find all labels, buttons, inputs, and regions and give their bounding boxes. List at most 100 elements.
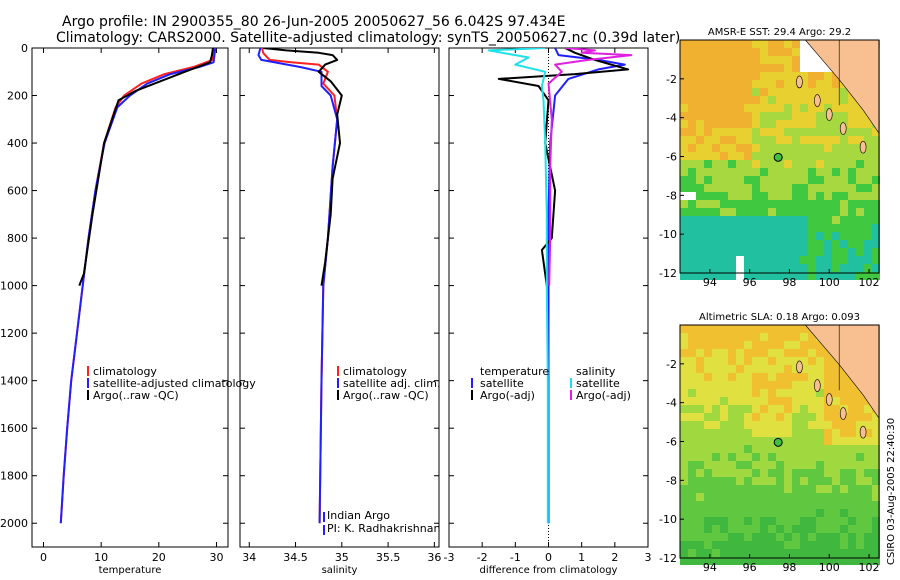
heatmap-cell xyxy=(800,469,808,477)
heatmap-cell xyxy=(776,112,784,120)
heatmap-cell xyxy=(816,152,824,160)
series-group xyxy=(257,48,343,524)
heatmap-cell xyxy=(816,357,824,365)
heatmap-cell xyxy=(712,381,720,389)
heatmap-cell xyxy=(840,509,848,517)
heatmap-cell xyxy=(728,272,736,280)
heatmap-cell xyxy=(872,493,880,501)
heatmap-cell xyxy=(800,541,808,549)
heatmap-cell xyxy=(768,493,776,501)
heatmap-cell xyxy=(696,192,704,200)
heatmap-cell xyxy=(848,176,856,184)
heatmap-cell xyxy=(864,240,872,248)
heatmap-cell xyxy=(872,485,880,493)
heatmap-cell xyxy=(688,429,696,437)
heatmap-cell xyxy=(840,421,848,429)
heatmap-cell xyxy=(848,160,856,168)
heatmap-cell xyxy=(728,421,736,429)
heatmap-cell xyxy=(720,160,728,168)
heatmap-cell xyxy=(800,501,808,509)
heatmap-cell xyxy=(720,333,728,341)
heatmap-cell xyxy=(840,485,848,493)
heatmap-cell xyxy=(808,72,816,80)
heatmap-cell xyxy=(784,421,792,429)
heatmap-cell xyxy=(824,533,832,541)
heatmap-cell xyxy=(688,240,696,248)
heatmap-cell xyxy=(744,216,752,224)
heatmap-cell xyxy=(792,525,800,533)
heatmap-cell xyxy=(776,549,784,557)
heatmap-cell xyxy=(856,192,864,200)
heatmap-cell xyxy=(840,549,848,557)
heatmap-cell xyxy=(720,533,728,541)
heatmap-cell xyxy=(768,128,776,136)
heatmap-cell xyxy=(808,373,816,381)
series-line-difference-3 xyxy=(547,48,633,286)
heatmap-cell xyxy=(792,533,800,541)
heatmap-cell xyxy=(808,224,816,232)
heatmap-cell xyxy=(760,333,768,341)
heatmap-cell xyxy=(728,453,736,461)
heatmap-cell xyxy=(680,160,688,168)
heatmap-cell xyxy=(680,485,688,493)
heatmap-cell xyxy=(760,200,768,208)
heatmap-cell xyxy=(752,477,760,485)
heatmap-cell xyxy=(760,453,768,461)
heatmap-cell xyxy=(864,264,872,272)
heatmap-cell xyxy=(848,112,856,120)
heatmap-cell xyxy=(696,541,704,549)
heatmap-cell xyxy=(728,240,736,248)
heatmap-cell xyxy=(784,429,792,437)
heatmap-cell xyxy=(712,357,720,365)
heatmap-cell xyxy=(808,48,816,56)
heatmap-cell xyxy=(864,192,872,200)
heatmap-cell xyxy=(736,72,744,80)
heatmap-cell xyxy=(712,413,720,421)
heatmap-cell xyxy=(736,232,744,240)
heatmap-cell xyxy=(808,192,816,200)
heatmap-cell xyxy=(736,365,744,373)
heatmap-cell xyxy=(784,256,792,264)
heatmap-cell xyxy=(704,104,712,112)
heatmap-cell xyxy=(784,80,792,88)
heatmap-cell xyxy=(808,413,816,421)
heatmap-cell xyxy=(680,224,688,232)
heatmap-cell xyxy=(696,160,704,168)
heatmap-cell xyxy=(784,72,792,80)
heatmap-cell xyxy=(776,64,784,72)
heatmap-cell xyxy=(744,224,752,232)
heatmap-cell xyxy=(752,208,760,216)
heatmap-cell xyxy=(744,453,752,461)
heatmap-cell xyxy=(688,517,696,525)
heatmap-cell xyxy=(856,256,864,264)
heatmap-cell xyxy=(760,389,768,397)
heatmap-cell xyxy=(680,525,688,533)
heatmap-cell xyxy=(864,128,872,136)
heatmap-cell xyxy=(776,453,784,461)
heatmap-cell xyxy=(680,216,688,224)
heatmap-cell xyxy=(856,437,864,445)
heatmap-cell xyxy=(712,264,720,272)
heatmap-cell xyxy=(832,104,840,112)
heatmap-cell xyxy=(720,373,728,381)
heatmap-cell xyxy=(824,104,832,112)
heatmap-cell xyxy=(696,525,704,533)
y-tick-label: 400 xyxy=(7,137,28,150)
annotation-text: Indian Argo xyxy=(327,509,390,522)
heatmap-cell xyxy=(840,533,848,541)
heatmap-cell xyxy=(768,248,776,256)
heatmap-cell xyxy=(720,389,728,397)
heatmap-cell xyxy=(680,72,688,80)
heatmap-cell xyxy=(760,501,768,509)
heatmap-cell xyxy=(856,264,864,272)
heatmap-cell xyxy=(816,136,824,144)
heatmap-cell xyxy=(696,429,704,437)
heatmap-cell xyxy=(832,272,840,280)
heatmap-cell xyxy=(760,208,768,216)
heatmap-cell xyxy=(776,469,784,477)
heatmap-cell xyxy=(816,216,824,224)
heatmap-cell xyxy=(856,525,864,533)
heatmap-cell xyxy=(848,437,856,445)
heatmap-cell xyxy=(872,192,880,200)
heatmap-cell xyxy=(720,477,728,485)
